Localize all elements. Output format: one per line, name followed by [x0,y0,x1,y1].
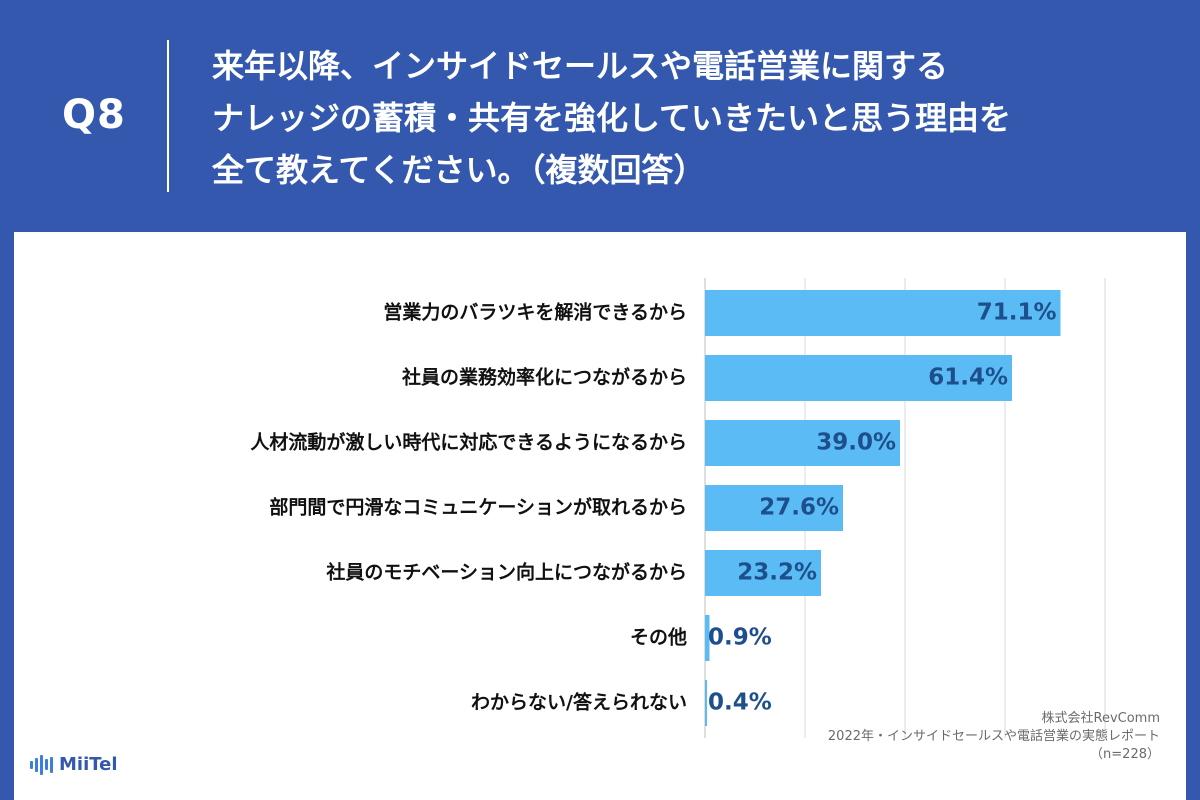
category-label: わからない/答えられない [471,691,687,714]
bar [705,420,900,466]
question-title-line: 全て教えてください。（複数回答） [212,151,706,189]
category-label: 人材流動が激しい時代に対応できるようになるから [250,431,687,454]
source-report: 2022年・インサイドセールスや電話営業の実態レポート [827,729,1160,744]
header: Q8 来年以降、インサイドセールスや電話営業に関する ナレッジの蓄積・共有を強化… [0,0,1200,232]
soundwave-icon [30,754,53,775]
value-label: 0.4% [708,690,772,716]
bar [705,355,1012,401]
value-label: 27.6% [759,495,839,521]
value-label: 71.1% [977,300,1057,326]
bar [705,485,843,531]
value-label: 39.0% [816,430,896,456]
category-label: その他 [630,626,687,649]
category-label: 営業力のバラツキを解消できるから [383,301,687,324]
question-number: Q8 [62,92,126,138]
category-label: 部門間で円滑なコミュニケーションが取れるから [269,496,687,519]
question-title-line: ナレッジの蓄積・共有を強化していきたいと思う理由を [212,99,1012,137]
logo-text: MiiTel [59,754,118,775]
bar [705,615,710,661]
value-label: 23.2% [737,560,817,586]
category-label: 社員のモチベーション向上につながるから [325,561,687,584]
bar [705,550,821,596]
category-label: 社員の業務効率化につながるから [401,366,687,389]
source-note: 株式会社RevComm 2022年・インサイドセールスや電話営業の実態レポート … [828,710,1160,764]
source-company: 株式会社RevComm [1041,711,1161,726]
bar [705,680,707,726]
value-label: 0.9% [708,625,772,651]
bar [705,290,1061,336]
source-sample: （n=228） [1090,747,1160,762]
question-title-line: 来年以降、インサイドセールスや電話営業に関する [212,47,949,85]
value-label: 61.4% [928,365,1008,391]
miitel-logo: MiiTel [30,754,118,775]
header-divider [167,40,169,192]
question-title: 来年以降、インサイドセールスや電話営業に関する ナレッジの蓄積・共有を強化してい… [212,40,1172,196]
